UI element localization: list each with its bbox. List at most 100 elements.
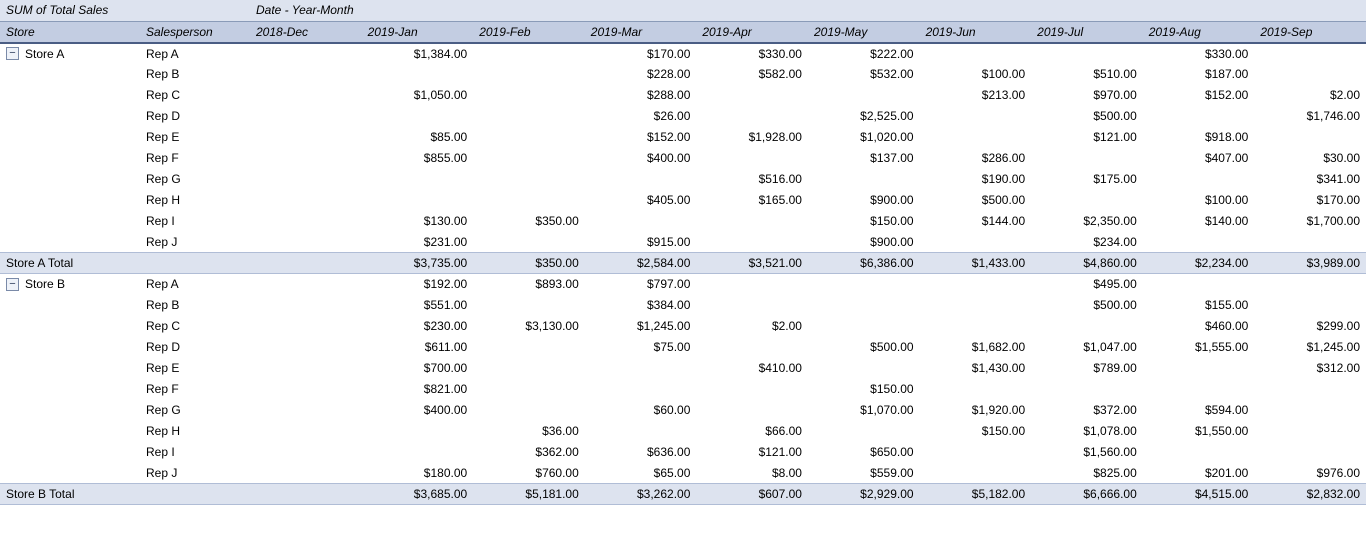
value-cell: $341.00 — [1254, 169, 1366, 190]
salesperson-cell: Rep D — [140, 106, 250, 127]
data-row: −Store BRep A$192.00$893.00$797.00$495.0… — [0, 274, 1366, 295]
value-cell: $915.00 — [585, 232, 697, 253]
value-cell — [473, 232, 585, 253]
store-label: Store A — [25, 47, 64, 61]
value-cell: $26.00 — [585, 106, 697, 127]
value-cell — [696, 295, 808, 316]
salesperson-cell: Rep H — [140, 421, 250, 442]
value-cell — [473, 400, 585, 421]
value-cell: $180.00 — [362, 463, 474, 484]
value-cell — [362, 442, 474, 463]
value-cell: $900.00 — [808, 232, 920, 253]
date-column-header[interactable]: 2019-Apr — [696, 21, 808, 43]
value-cell: $384.00 — [585, 295, 697, 316]
value-cell — [696, 106, 808, 127]
value-cell: $187.00 — [1143, 64, 1255, 85]
value-cell: $201.00 — [1143, 463, 1255, 484]
store-header[interactable]: Store — [0, 21, 140, 43]
total-value-cell: $1,433.00 — [920, 253, 1032, 274]
value-cell: $228.00 — [585, 64, 697, 85]
value-cell — [808, 421, 920, 442]
value-cell: $1,047.00 — [1031, 337, 1143, 358]
value-cell: $500.00 — [920, 190, 1032, 211]
date-column-header[interactable]: 2019-Jun — [920, 21, 1032, 43]
value-cell: $650.00 — [808, 442, 920, 463]
value-cell — [250, 85, 362, 106]
value-cell — [920, 43, 1032, 64]
data-row: Rep J$180.00$760.00$65.00$8.00$559.00$82… — [0, 463, 1366, 484]
value-cell: $510.00 — [1031, 64, 1143, 85]
value-cell: $532.00 — [808, 64, 920, 85]
header-row-bottom: Store Salesperson 2018-Dec2019-Jan2019-F… — [0, 21, 1366, 43]
value-cell: $500.00 — [1031, 295, 1143, 316]
value-cell — [473, 169, 585, 190]
store-cell — [0, 337, 140, 358]
date-column-header[interactable]: 2019-Feb — [473, 21, 585, 43]
value-cell — [1254, 421, 1366, 442]
data-row: Rep F$855.00$400.00$137.00$286.00$407.00… — [0, 148, 1366, 169]
data-row: Rep D$611.00$75.00$500.00$1,682.00$1,047… — [0, 337, 1366, 358]
total-value-cell: $2,832.00 — [1254, 484, 1366, 505]
value-cell: $551.00 — [362, 295, 474, 316]
value-cell — [696, 232, 808, 253]
date-column-header[interactable]: 2019-Sep — [1254, 21, 1366, 43]
data-row: Rep B$228.00$582.00$532.00$100.00$510.00… — [0, 64, 1366, 85]
date-column-header[interactable]: 2018-Dec — [250, 21, 362, 43]
value-cell — [585, 421, 697, 442]
data-row: −Store ARep A$1,384.00$170.00$330.00$222… — [0, 43, 1366, 64]
total-value-cell: $2,584.00 — [585, 253, 697, 274]
total-value-cell: $4,860.00 — [1031, 253, 1143, 274]
total-value-cell: $350.00 — [473, 253, 585, 274]
date-column-header[interactable]: 2019-Jan — [362, 21, 474, 43]
data-row: Rep C$230.00$3,130.00$1,245.00$2.00$460.… — [0, 316, 1366, 337]
collapse-icon[interactable]: − — [6, 47, 19, 60]
value-cell — [1031, 148, 1143, 169]
salesperson-cell: Rep F — [140, 148, 250, 169]
collapse-icon[interactable]: − — [6, 278, 19, 291]
value-cell: $400.00 — [362, 400, 474, 421]
value-cell: $1,384.00 — [362, 43, 474, 64]
store-cell — [0, 232, 140, 253]
value-cell: $130.00 — [362, 211, 474, 232]
value-cell — [1254, 127, 1366, 148]
value-cell — [473, 106, 585, 127]
value-cell: $170.00 — [1254, 190, 1366, 211]
value-cell: $893.00 — [473, 274, 585, 295]
measure-label: SUM of Total Sales — [0, 0, 250, 21]
value-cell — [362, 421, 474, 442]
date-column-header[interactable]: 2019-Mar — [585, 21, 697, 43]
value-cell: $299.00 — [1254, 316, 1366, 337]
value-cell — [1254, 232, 1366, 253]
salesperson-header[interactable]: Salesperson — [140, 21, 250, 43]
value-cell: $137.00 — [808, 148, 920, 169]
value-cell — [920, 295, 1032, 316]
value-cell — [473, 85, 585, 106]
value-cell: $1,682.00 — [920, 337, 1032, 358]
value-cell: $400.00 — [585, 148, 697, 169]
date-column-header[interactable]: 2019-Jul — [1031, 21, 1143, 43]
salesperson-cell: Rep A — [140, 274, 250, 295]
data-row: Rep E$85.00$152.00$1,928.00$1,020.00$121… — [0, 127, 1366, 148]
value-cell: $60.00 — [585, 400, 697, 421]
value-cell: $175.00 — [1031, 169, 1143, 190]
value-cell — [473, 379, 585, 400]
value-cell — [696, 274, 808, 295]
date-column-header[interactable]: 2019-Aug — [1143, 21, 1255, 43]
data-row: Rep I$130.00$350.00$150.00$144.00$2,350.… — [0, 211, 1366, 232]
value-cell — [473, 127, 585, 148]
salesperson-cell: Rep D — [140, 337, 250, 358]
value-cell: $582.00 — [696, 64, 808, 85]
store-cell — [0, 211, 140, 232]
value-cell: $150.00 — [808, 379, 920, 400]
data-row: Rep J$231.00$915.00$900.00$234.00 — [0, 232, 1366, 253]
store-label: Store B — [25, 277, 65, 291]
value-cell — [250, 190, 362, 211]
total-value-cell — [250, 484, 362, 505]
total-value-cell: $6,386.00 — [808, 253, 920, 274]
value-cell: $30.00 — [1254, 148, 1366, 169]
value-cell — [696, 337, 808, 358]
value-cell — [362, 169, 474, 190]
date-column-header[interactable]: 2019-May — [808, 21, 920, 43]
value-cell — [920, 379, 1032, 400]
total-value-cell: $2,234.00 — [1143, 253, 1255, 274]
